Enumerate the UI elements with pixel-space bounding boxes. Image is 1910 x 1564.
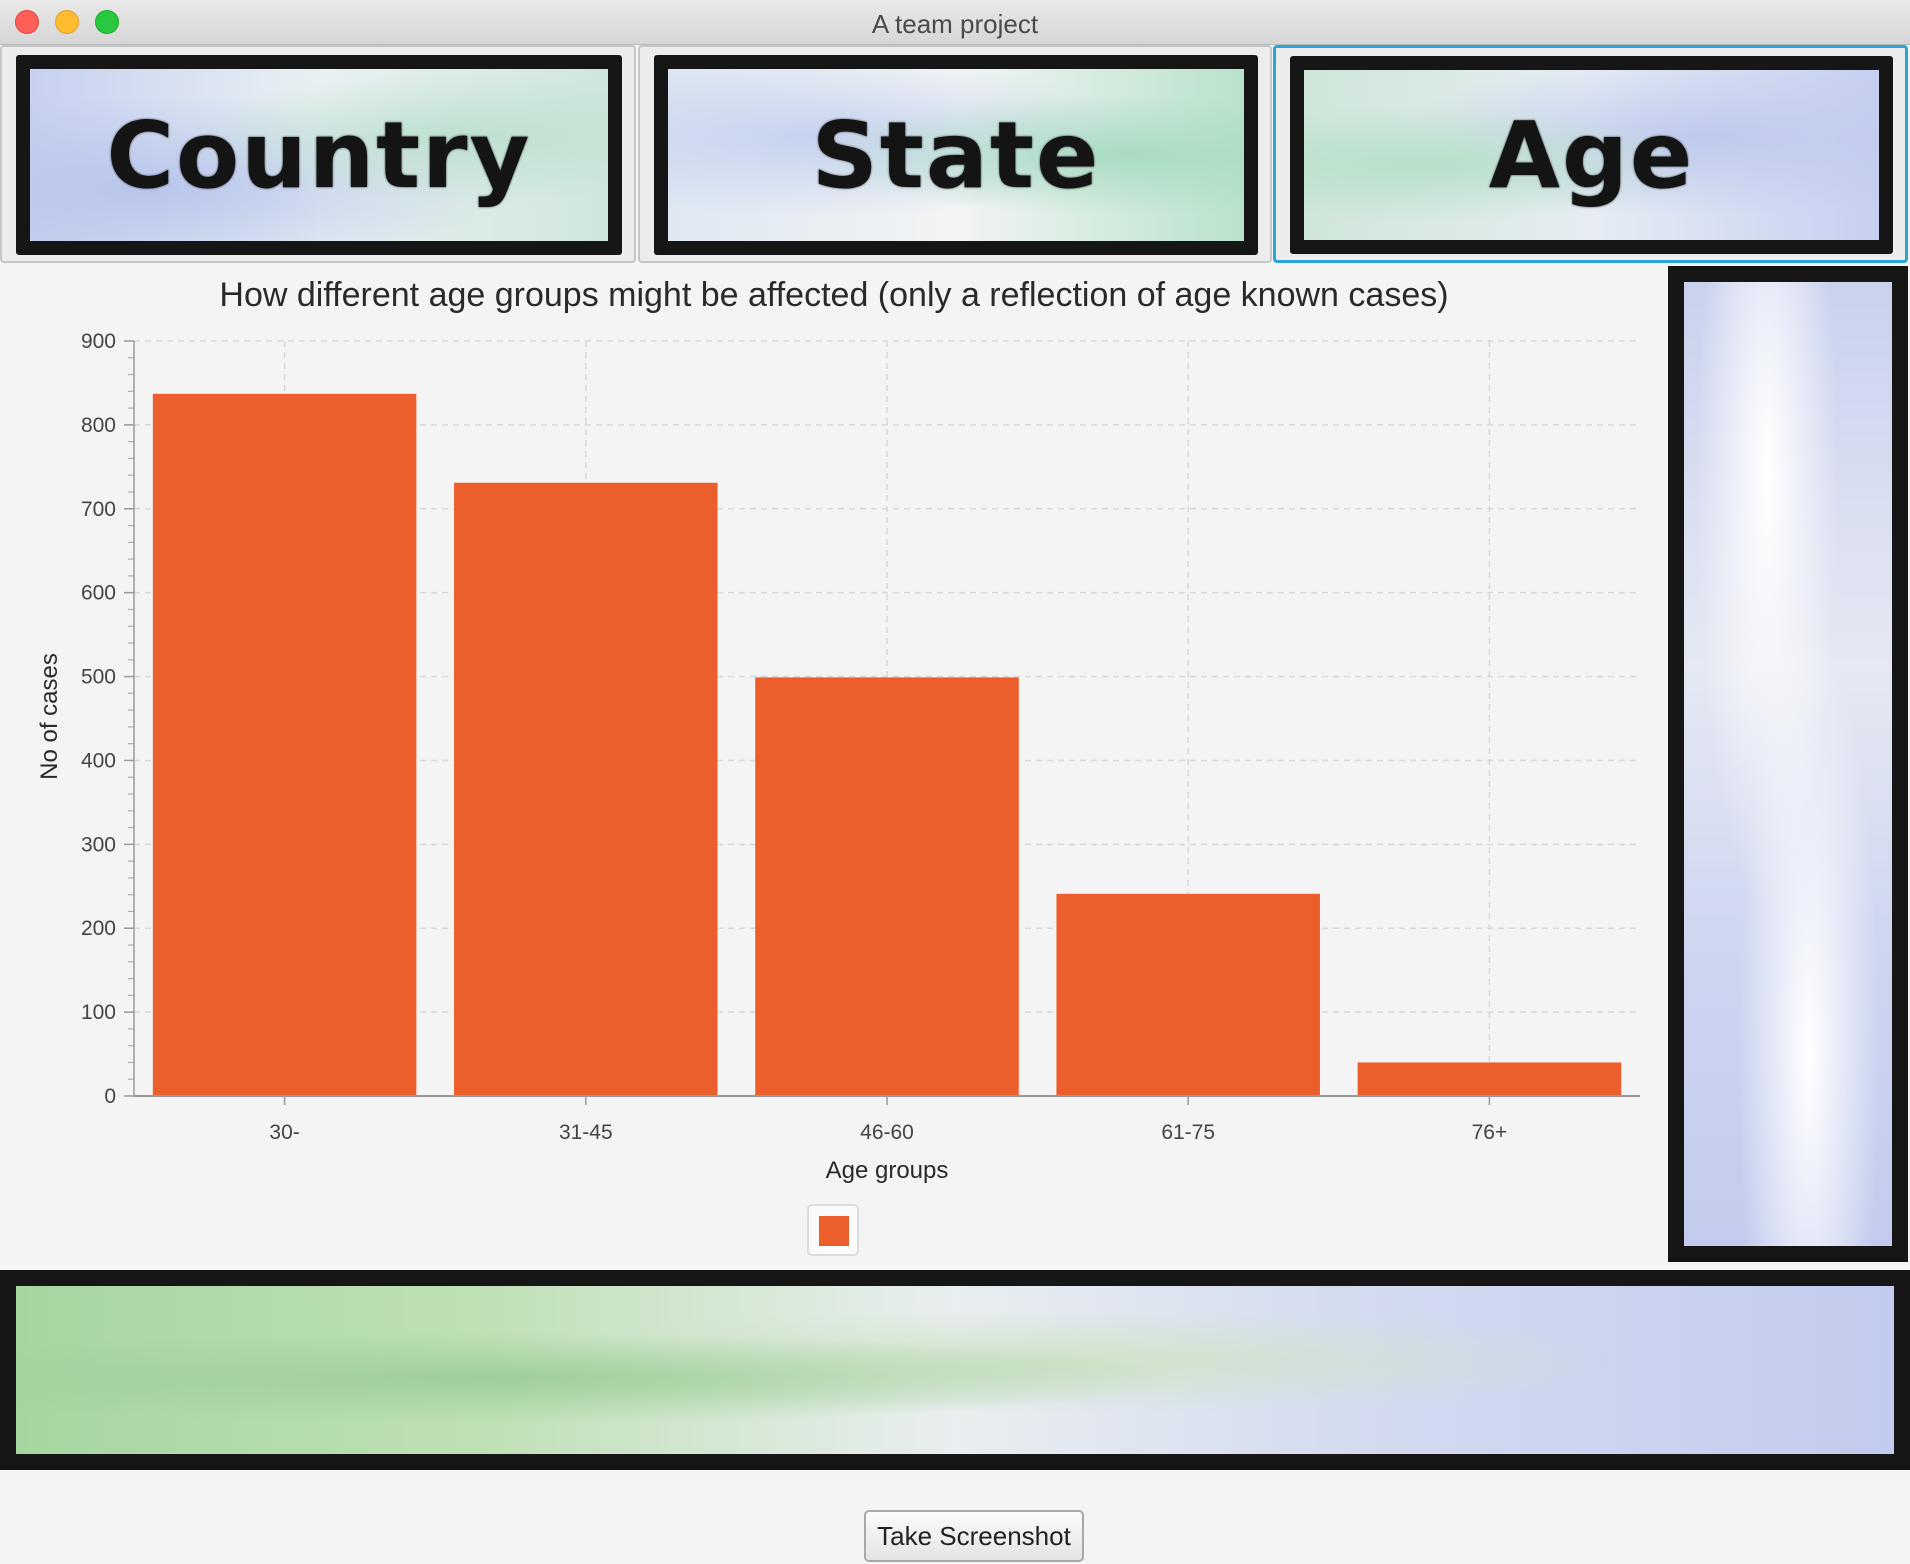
bar-chart: 0 100 200 300 400 500 600 700 800 900 30- 31-45 46-6…: [36, 330, 1640, 1184]
y-tick-label: 500: [81, 666, 116, 689]
y-tick-label: 700: [81, 498, 116, 521]
x-tick-label: 30-: [269, 1121, 299, 1144]
bar-76+: [1357, 1062, 1622, 1096]
tab-age-label: Age: [1488, 101, 1695, 209]
y-tick-label: 400: [81, 749, 116, 772]
tab-country-frame: Country: [16, 55, 622, 255]
y-tick-label: 100: [81, 1001, 116, 1024]
side-decorative-panel: [1668, 266, 1908, 1262]
y-tick-label: 800: [81, 414, 116, 437]
y-tick-label: 600: [81, 582, 116, 605]
take-screenshot-button[interactable]: Take Screenshot: [864, 1510, 1084, 1562]
y-tick-label: 900: [81, 330, 116, 353]
window-title: A team project: [871, 9, 1039, 39]
bar-61-75: [1056, 893, 1320, 1096]
tab-country[interactable]: Country: [0, 45, 636, 263]
minimize-window-button[interactable]: [55, 10, 79, 34]
y-tick-label: 0: [104, 1085, 116, 1108]
tab-age[interactable]: Age: [1273, 45, 1908, 263]
bar-30-: [152, 393, 417, 1097]
y-tick-label: 300: [81, 833, 116, 856]
title-bar: A team project: [0, 0, 1910, 45]
tab-state-frame: State: [654, 55, 1258, 255]
chart-title: How different age groups might be affect…: [219, 276, 1449, 314]
x-tick-label: 76+: [1472, 1121, 1508, 1144]
x-tick-label: 46-60: [860, 1121, 914, 1144]
tab-country-label: Country: [106, 101, 532, 209]
maximize-window-button[interactable]: [95, 10, 119, 34]
legend-swatch: [819, 1216, 849, 1246]
chart-legend: [807, 1204, 859, 1256]
tab-age-frame: Age: [1290, 56, 1893, 254]
bar-31-45: [454, 482, 718, 1096]
tab-state[interactable]: State: [638, 45, 1272, 263]
tab-state-label: State: [811, 101, 1101, 209]
bar-46-60: [755, 677, 1019, 1096]
y-axis-title: No of cases: [36, 653, 63, 780]
x-axis-title: Age groups: [826, 1157, 949, 1184]
close-window-button[interactable]: [15, 10, 39, 34]
y-tick-label: 200: [81, 917, 116, 940]
x-tick-label: 61-75: [1161, 1121, 1215, 1144]
x-tick-label: 31-45: [559, 1121, 613, 1144]
bottom-decorative-panel: [0, 1270, 1910, 1470]
